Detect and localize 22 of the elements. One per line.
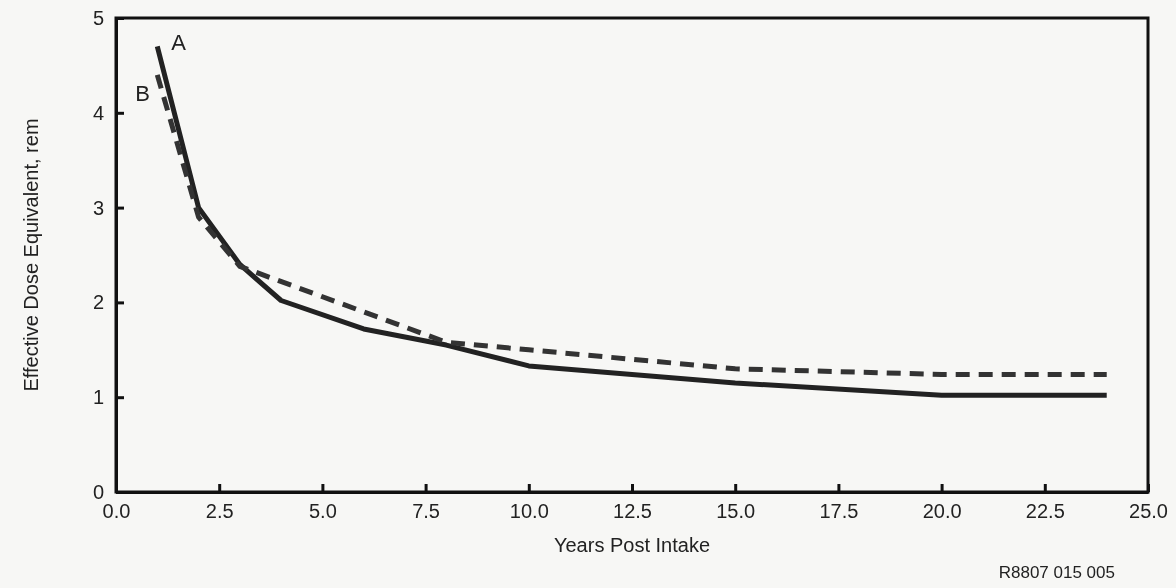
y-tick-label: 0 (92, 480, 104, 503)
x-tick-label: 2.5 (205, 500, 234, 523)
x-tick-label: 25.0 (1129, 500, 1168, 523)
y-axis-title: Effective Dose Equivalent, rem (20, 118, 42, 392)
y-tick-label: 5 (92, 6, 104, 29)
x-tick-label: 0.0 (102, 500, 131, 523)
x-tick-label: 20.0 (922, 500, 962, 523)
x-tick-label: 5.0 (308, 500, 337, 523)
x-tick-label: 10.0 (509, 500, 549, 523)
y-tick-label: 4 (92, 101, 104, 124)
text: R8807 015 005 (998, 563, 1115, 582)
x-axis-title: Years Post Intake (553, 534, 711, 556)
x-tick-label: 15.0 (716, 500, 756, 523)
y-tick-label: 2 (92, 291, 104, 314)
x-tick-label: 7.5 (412, 500, 441, 523)
x-tick-label: 12.5 (613, 500, 652, 523)
series-label: B (135, 80, 150, 106)
x-tick-label: 17.5 (819, 500, 859, 523)
series-label: A (171, 30, 187, 56)
y-tick-label: 1 (92, 386, 104, 409)
y-tick-label: 3 (92, 196, 104, 219)
x-tick-label: 22.5 (1025, 500, 1065, 523)
